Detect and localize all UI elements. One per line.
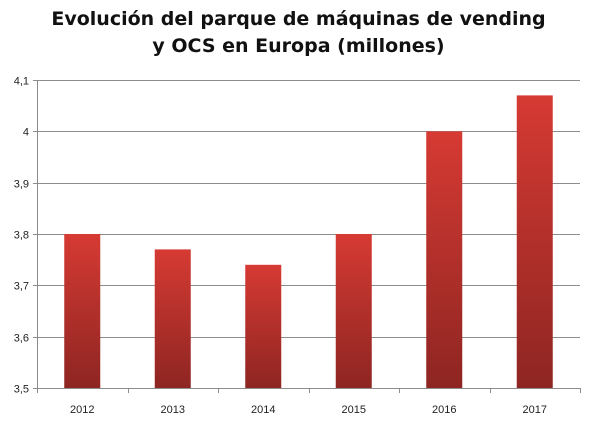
x-tick-label: 2015 [342,404,366,416]
chart-title-line-2: y OCS en Europa (millones) [152,35,445,57]
y-tick-label: 4,1 [14,76,29,88]
x-tick-label: 2017 [523,404,547,416]
y-tick-label: 3,5 [14,384,29,396]
x-tick-label: 2014 [251,404,275,416]
bar-2014 [245,264,282,388]
x-tick-label: 2013 [161,404,185,416]
y-tick-label: 3,7 [14,281,29,293]
y-tick-label: 3,9 [14,179,29,191]
gridlines [37,80,580,389]
axes [33,80,581,393]
chart-title: Evolución del parque de máquinas de vend… [0,6,597,60]
bar-2015 [335,234,372,388]
tick-labels: 3,5 3,6 3,7 3,8 3,9 4 4,1 2012 2013 2014 2015 2016 2… [14,76,547,417]
bars [64,95,553,389]
x-tick-label: 2016 [432,404,456,416]
chart-title-line-1: Evolución del parque de máquinas de vend… [51,8,546,30]
bar-2016 [426,131,463,389]
bar-2012 [64,234,101,388]
y-tick-label: 3,6 [14,333,29,345]
y-tick-label: 3,8 [14,230,29,242]
bar-2017 [516,95,553,389]
y-tick-label: 4 [23,127,29,139]
bar-2013 [154,249,191,388]
x-tick-label: 2012 [70,404,94,416]
